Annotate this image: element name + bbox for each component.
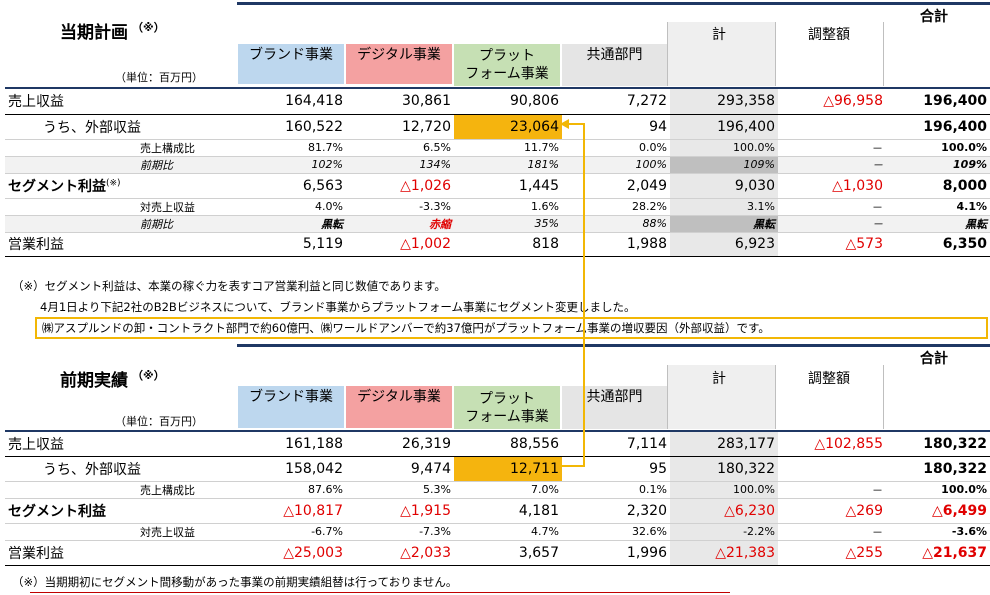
plan-header-common: 共通部門 <box>562 44 667 86</box>
actual-platform-external-cell: 12,711 <box>454 456 562 482</box>
plan-header-divider-1 <box>667 22 668 86</box>
plan-header-divider-3 <box>883 22 884 86</box>
actual-header-divider-2 <box>775 365 776 429</box>
plan-title: 当期計画 （※） <box>60 21 165 43</box>
actual-unit: （単位：百万円） <box>115 415 203 428</box>
actual-header-adjust: 調整額 <box>808 371 850 387</box>
plan-note-1: （※）セグメント利益は、本業の稼ぐ力を表すコア営業利益と同じ数値であります。 <box>12 279 446 293</box>
actual-header-digital: デジタル事業 <box>346 386 452 428</box>
actual-row-margin: 対売上収益 -6.7% -7.3% 4.7% 32.6% -2.2% － -3.… <box>5 523 990 541</box>
plan-total-header: 合計 <box>920 9 948 25</box>
actual-row-operating-profit: 営業利益 △25,003 △2,033 3,657 1,996 △21,383 … <box>5 540 990 566</box>
plan-note-3: ㈱アスプルンドの卸・コントラクト部門で約60億円、㈱ワールドアンバーで約37億円… <box>42 321 770 335</box>
actual-title: 前期実績 （※） <box>60 369 165 391</box>
plan-header-total-bg <box>667 22 775 86</box>
plan-header-platform: プラット フォーム事業 <box>454 44 560 86</box>
actual-top-rule <box>237 344 990 347</box>
plan-platform-external-cell: 23,064 <box>454 114 562 140</box>
actual-header-common: 共通部門 <box>562 386 667 429</box>
actual-note-underline <box>30 592 730 593</box>
actual-row-segment-profit: セグメント利益 △10,817 △1,915 4,181 2,320 △6,23… <box>5 498 990 524</box>
actual-header-total-bg <box>667 365 775 429</box>
actual-header-total: 計 <box>712 371 726 387</box>
plan-table: 売上収益 164,418 30,861 90,806 7,272 293,358… <box>5 87 990 257</box>
link-arrow-head <box>560 119 569 129</box>
plan-row-operating-profit: 営業利益 5,119 △1,002 818 1,988 6,923 △573 6… <box>5 232 990 257</box>
plan-note-3-box <box>35 317 988 339</box>
plan-top-rule <box>237 2 990 5</box>
plan-row-yoy-profit: 前期比 黒転 赤縮 35% 88% 黒転 － 黒転 <box>5 215 990 233</box>
actual-header-divider-1 <box>667 365 668 429</box>
plan-header-digital: デジタル事業 <box>346 44 452 84</box>
actual-row-ratio: 売上構成比 87.6% 5.3% 7.0% 0.1% 100.0% － 100.… <box>5 481 990 499</box>
actual-row-revenue: 売上収益 161,188 26,319 88,556 7,114 283,177… <box>5 430 990 457</box>
actual-header-divider-3 <box>883 365 884 429</box>
actual-header-platform: プラット フォーム事業 <box>454 386 560 429</box>
plan-row-external: うち、外部収益 160,522 12,720 23,064 94 196,400… <box>5 114 990 140</box>
plan-header-divider-2 <box>775 22 776 86</box>
actual-note: （※）当期期初にセグメント間移動があった事業の前期実績組替は行っておりません。 <box>12 575 458 589</box>
plan-row-segment-profit: セグメント利益(※) 6,563 △1,026 1,445 2,049 9,03… <box>5 173 990 199</box>
plan-row-margin: 対売上収益 4.0% -3.3% 1.6% 28.2% 3.1% － 4.1% <box>5 198 990 216</box>
actual-row-external: うち、外部収益 158,042 9,474 12,711 95 180,322 … <box>5 456 990 482</box>
actual-header-brand: ブランド事業 <box>238 386 344 428</box>
plan-header-brand: ブランド事業 <box>238 44 344 84</box>
plan-note-2: 4月1日より下記2社のB2Bビジネスについて、ブランド事業からプラットフォーム事… <box>40 300 636 314</box>
plan-row-ratio: 売上構成比 81.7% 6.5% 11.7% 0.0% 100.0% － 100… <box>5 139 990 157</box>
plan-row-yoy: 前期比 102% 134% 181% 100% 109% － 109% <box>5 156 990 174</box>
plan-unit: （単位：百万円） <box>115 71 203 84</box>
link-arrow-line <box>560 123 585 467</box>
plan-row-revenue: 売上収益 164,418 30,861 90,806 7,272 293,358… <box>5 87 990 115</box>
plan-header-adjust: 調整額 <box>808 27 850 43</box>
actual-total-header: 合計 <box>920 351 948 367</box>
plan-header-total: 計 <box>712 27 726 43</box>
actual-table: 売上収益 161,188 26,319 88,556 7,114 283,177… <box>5 430 990 566</box>
